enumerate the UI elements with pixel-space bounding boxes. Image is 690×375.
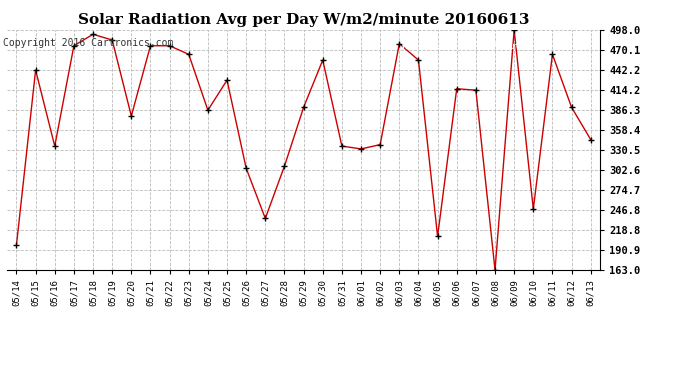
Title: Solar Radiation Avg per Day W/m2/minute 20160613: Solar Radiation Avg per Day W/m2/minute … [78,13,529,27]
Text: Copyright 2016 Cartronics.com: Copyright 2016 Cartronics.com [3,38,174,48]
